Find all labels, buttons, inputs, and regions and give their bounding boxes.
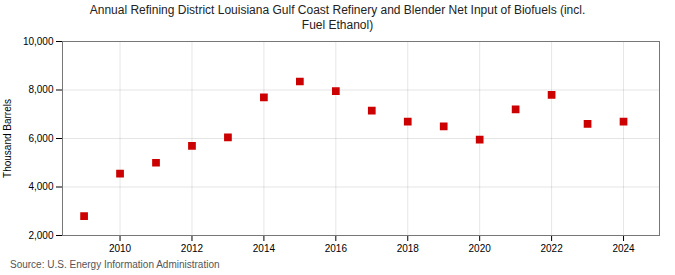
svg-text:Thousand Barrels: Thousand Barrels: [2, 99, 13, 178]
svg-text:2,000: 2,000: [28, 230, 53, 241]
svg-text:4,000: 4,000: [28, 181, 53, 192]
svg-text:2010: 2010: [109, 243, 132, 254]
svg-text:2018: 2018: [397, 243, 420, 254]
svg-text:2020: 2020: [469, 243, 492, 254]
svg-text:2014: 2014: [253, 243, 276, 254]
svg-text:2022: 2022: [540, 243, 563, 254]
html-text:Source: U.S. Energy Informatio: Source: U.S. Energy Information Administ…: [10, 259, 220, 270]
svg-text:6,000: 6,000: [28, 133, 53, 144]
svg-text:2024: 2024: [612, 243, 635, 254]
svg-text:10,000: 10,000: [23, 36, 54, 47]
svg-text:8,000: 8,000: [28, 84, 53, 95]
html-text:Annual Refining District Louis: Annual Refining District Louisiana Gulf …: [89, 3, 586, 32]
svg-text:2012: 2012: [181, 243, 204, 254]
svg-text:2016: 2016: [325, 243, 348, 254]
